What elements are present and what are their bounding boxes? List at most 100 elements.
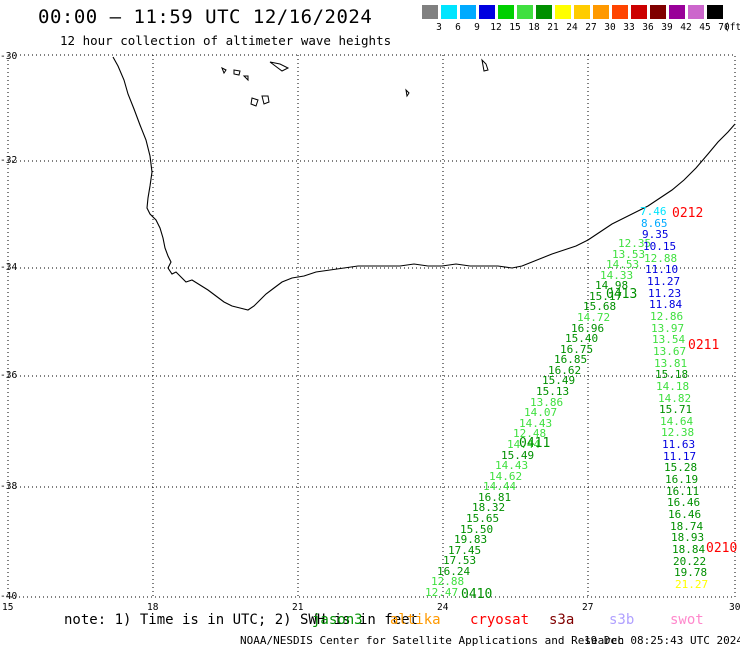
- wave-height-label: 15.49: [542, 374, 576, 387]
- wave-height-label: 11.27: [647, 275, 681, 288]
- wave-height-label: 15.18: [655, 368, 689, 381]
- colorbar-swatch: [555, 5, 571, 19]
- wave-height-label: 16.24: [437, 565, 471, 578]
- colorbar-label: 30: [604, 22, 616, 33]
- wave-height-label: 16.96: [571, 322, 605, 335]
- colorbar-label: 36: [642, 22, 654, 33]
- wave-height-label: 16.81: [478, 491, 512, 504]
- colorbar-swatch: [650, 5, 666, 19]
- colorbar-swatch: [707, 5, 723, 19]
- wave-height-label: 15.71: [659, 403, 693, 416]
- pass-label: 0410: [461, 587, 493, 602]
- y-tick-label: -30: [0, 51, 18, 62]
- pass-label: 0413: [606, 287, 638, 302]
- mission-label: s3b: [609, 612, 635, 628]
- x-tick-label: 15: [2, 602, 14, 613]
- mission-label: swot: [670, 612, 704, 628]
- colorbar-swatch: [536, 5, 552, 19]
- colorbar-unit: (ft): [724, 22, 740, 33]
- pass-label: 0212: [672, 206, 704, 221]
- wave-height-label: 13.97: [651, 322, 685, 335]
- wave-height-label: 14.33: [600, 269, 634, 282]
- wave-height-label: 14.64: [660, 415, 694, 428]
- wave-height-label: 12.35: [618, 237, 652, 250]
- y-tick-label: -38: [0, 481, 18, 492]
- colorbar-label: 42: [680, 22, 692, 33]
- wave-height-label: 17.45: [448, 544, 482, 557]
- wave-height-label: 15.68: [583, 300, 617, 313]
- wave-height-label: 12.88: [644, 252, 678, 265]
- wave-height-label: 13.81: [654, 357, 688, 370]
- wave-height-label: 19.78: [674, 566, 708, 579]
- wave-height-label: 14.44: [507, 438, 541, 451]
- wave-height-label: 19.83: [454, 533, 488, 546]
- wave-height-label: 11.63: [662, 438, 696, 451]
- wave-height-label: 10.15: [643, 240, 677, 253]
- colorbar-label: 21: [547, 22, 559, 33]
- colorbar-swatch: [574, 5, 590, 19]
- colorbar-swatch: [688, 5, 704, 19]
- colorbar-swatch: [441, 5, 457, 19]
- colorbar-label: 9: [474, 22, 480, 33]
- wave-height-label: 14.72: [577, 311, 611, 324]
- x-tick-label: 21: [292, 602, 304, 613]
- colorbar-swatch: [593, 5, 609, 19]
- islands: [221, 58, 489, 107]
- wave-height-label: 18.32: [472, 501, 506, 514]
- wave-height-label: 11.23: [648, 287, 682, 300]
- credit-line: NOAA/NESDIS Center for Satellite Applica…: [240, 634, 625, 647]
- wave-height-label: 17.53: [443, 554, 477, 567]
- wave-height-label: 20.22: [673, 555, 707, 568]
- wave-height-label: 16.46: [667, 496, 701, 509]
- x-tick-label: 18: [147, 602, 159, 613]
- chart-subtitle: 12 hour collection of altimeter wave hei…: [60, 33, 392, 48]
- pass-label: 0411: [519, 436, 551, 451]
- x-tick-label: 30: [729, 602, 740, 613]
- colorbar-label: 33: [623, 22, 635, 33]
- mission-label: altika: [390, 612, 441, 628]
- colorbar-label: 39: [661, 22, 673, 33]
- chart-title: 00:00 – 11:59 UTC 12/16/2024: [38, 6, 373, 28]
- graticule: [7, 54, 736, 598]
- colorbar-swatch: [460, 5, 476, 19]
- coastline: [112, 56, 736, 311]
- y-tick-label: -32: [0, 155, 18, 166]
- wave-height-label: 14.53: [606, 258, 640, 271]
- wave-height-label: 13.53: [612, 248, 646, 261]
- wave-height-label: 18.74: [670, 520, 704, 533]
- wave-height-label: 15.50: [460, 523, 494, 536]
- colorbar-label: 15: [509, 22, 521, 33]
- wave-height-label: 15.17: [589, 290, 623, 303]
- wave-height-label: 14.62: [489, 470, 523, 483]
- mission-label: s3a: [549, 612, 575, 628]
- wave-height-label: 14.43: [495, 459, 529, 472]
- wave-height-label: 12.38: [661, 426, 695, 439]
- generation-timestamp: 19 Dec 08:25:43 UTC 2024: [584, 634, 740, 647]
- wave-height-label: 13.54: [652, 333, 686, 346]
- mission-label: jason3: [312, 612, 363, 628]
- wave-height-label: 14.07: [524, 406, 558, 419]
- colorbar-label: 3: [436, 22, 442, 33]
- wave-height-label: 18.93: [671, 531, 705, 544]
- wave-height-label: 15.13: [536, 385, 570, 398]
- wave-height-label: 21.27: [675, 578, 709, 591]
- wave-height-label: 14.43: [519, 417, 553, 430]
- wave-height-label: 14.82: [658, 392, 692, 405]
- colorbar-swatch: [631, 5, 647, 19]
- note-line: note: 1) Time is in UTC; 2) SWH is in fe…: [64, 612, 704, 628]
- y-tick-label: -34: [0, 262, 18, 273]
- wave-height-label: 12.86: [650, 310, 684, 323]
- colorbar-label: 12: [490, 22, 502, 33]
- wave-height-label: 15.49: [501, 449, 535, 462]
- wave-height-label: 12.88: [431, 575, 465, 588]
- wave-height-label: 11.84: [649, 298, 683, 311]
- colorbar-label: 70: [718, 22, 730, 33]
- wave-height-label: 16.46: [668, 508, 702, 521]
- colorbar-swatch: [422, 5, 438, 19]
- colorbar-swatch: [612, 5, 628, 19]
- colorbar-swatch: [498, 5, 514, 19]
- wave-height-label: 14.18: [656, 380, 690, 393]
- colorbar-label: 24: [566, 22, 578, 33]
- colorbar-label: 27: [585, 22, 597, 33]
